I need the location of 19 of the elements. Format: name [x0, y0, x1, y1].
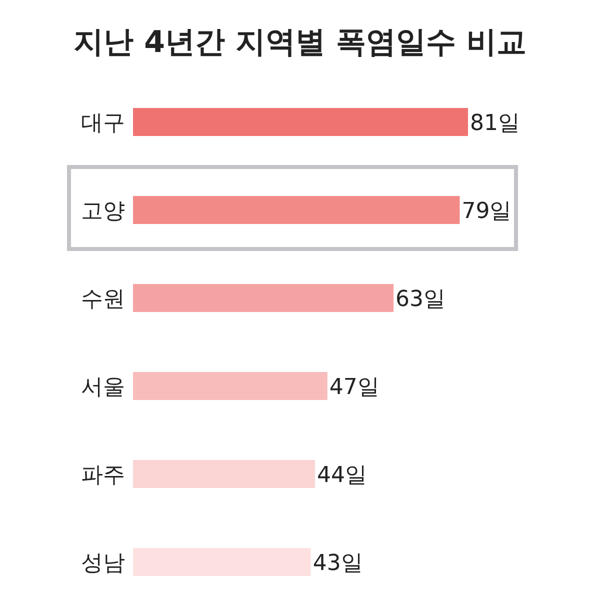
bar — [133, 108, 468, 136]
bar — [133, 196, 460, 224]
y-tick-label: 파주 — [81, 462, 125, 488]
y-tick-label: 고양 — [81, 198, 125, 224]
y-tick-label: 대구 — [81, 110, 125, 136]
data-label: 47일 — [329, 374, 380, 400]
bar — [133, 548, 311, 576]
chart-title: 지난 4년간 지역별 폭염일수 비교 — [72, 24, 528, 62]
y-tick-label: 서울 — [81, 374, 125, 400]
data-label: 79일 — [462, 198, 512, 224]
data-label: 43일 — [312, 550, 363, 576]
bar — [133, 460, 315, 488]
data-label: 44일 — [316, 462, 367, 488]
bar — [133, 284, 394, 312]
y-tick-label: 성남 — [81, 550, 125, 576]
y-tick-label: 수원 — [81, 286, 125, 312]
data-label: 81일 — [470, 110, 520, 136]
bar — [133, 372, 328, 400]
data-label: 63일 — [396, 286, 446, 312]
